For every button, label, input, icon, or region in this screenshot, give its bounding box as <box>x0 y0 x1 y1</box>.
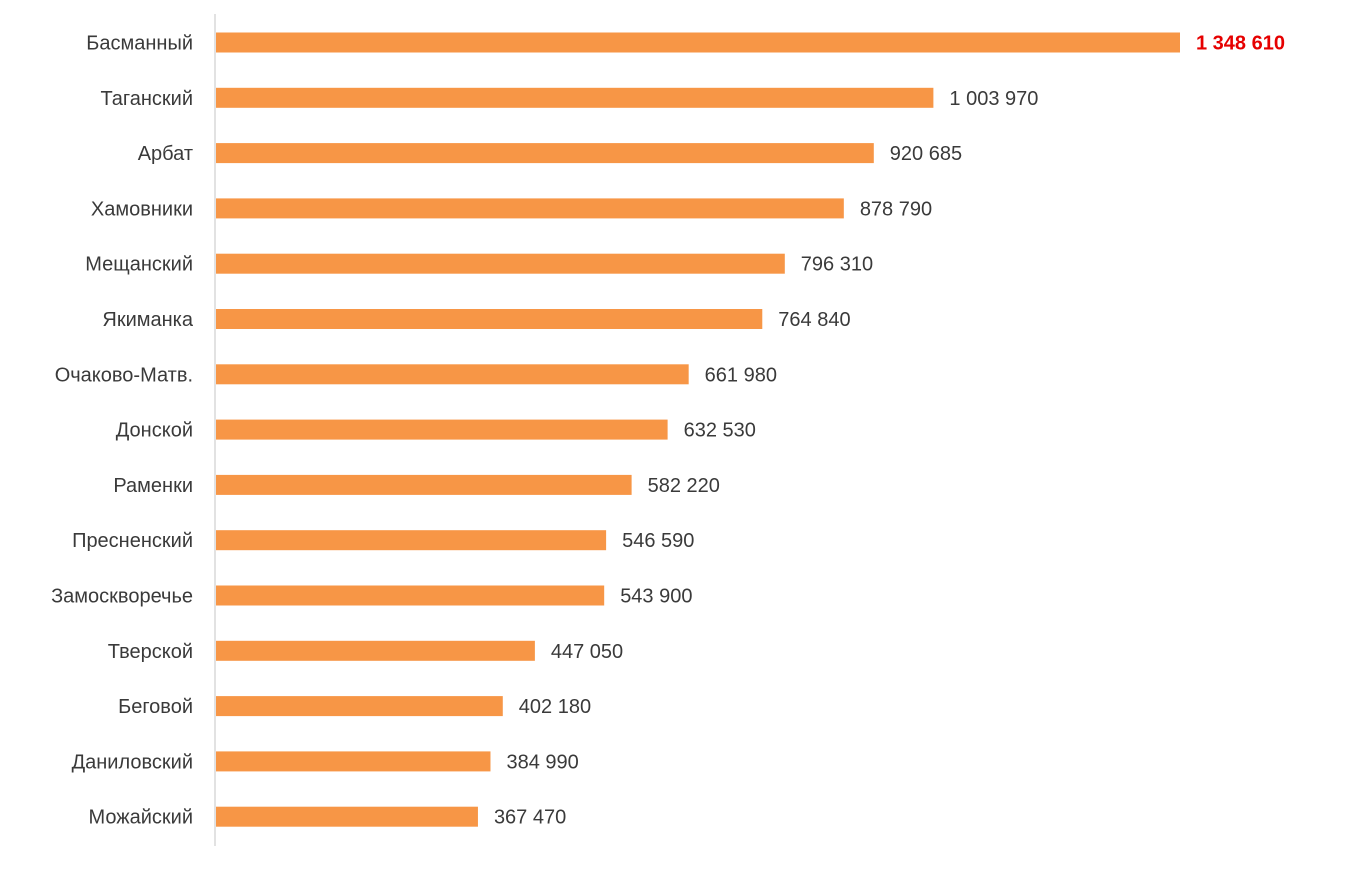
category-label: Хамовники <box>91 198 193 220</box>
bar <box>216 143 874 164</box>
value-label: 796 310 <box>801 254 873 276</box>
bar <box>216 253 785 274</box>
value-label: 632 530 <box>684 420 756 442</box>
category-label: Арбат <box>138 143 193 165</box>
value-labels-group: 1 348 610 1 003 970 920 685 878 790 796 310 7… <box>494 33 1285 829</box>
category-label: Даниловский <box>72 751 193 773</box>
category-label: Донской <box>116 420 193 442</box>
category-label: Можайский <box>88 807 193 829</box>
value-label: 878 790 <box>860 198 932 220</box>
bar <box>216 32 1180 53</box>
bar <box>216 696 503 717</box>
value-label: 764 840 <box>778 309 850 331</box>
bar <box>216 87 934 108</box>
value-label: 1 348 610 <box>1196 33 1285 55</box>
category-label: Таганский <box>100 88 193 110</box>
bar <box>216 419 668 440</box>
value-label: 920 685 <box>890 143 962 165</box>
category-label: Раменки <box>113 475 193 497</box>
bar <box>216 364 689 385</box>
value-label: 384 990 <box>506 751 578 773</box>
category-label: Пресненский <box>72 530 193 552</box>
category-label: Якиманка <box>102 309 193 331</box>
value-label: 661 980 <box>705 364 777 386</box>
category-label: Замоскворечье <box>51 586 193 608</box>
value-label: 402 180 <box>519 696 591 718</box>
value-label: 367 470 <box>494 807 566 829</box>
bar <box>216 474 632 495</box>
category-label: Тверской <box>108 641 193 663</box>
bar <box>216 751 491 772</box>
value-label: 582 220 <box>648 475 720 497</box>
bar <box>216 530 607 551</box>
value-label: 1 003 970 <box>949 88 1038 110</box>
value-label: 447 050 <box>551 641 623 663</box>
category-labels-group: Басманный Таганский Арбат Хамовники Мещански… <box>51 33 194 829</box>
bars-group <box>216 32 1180 827</box>
category-label: Очаково-Матв. <box>55 364 193 386</box>
value-label: 543 900 <box>620 586 692 608</box>
bar <box>216 640 535 661</box>
category-label: Мещанский <box>85 254 193 276</box>
bar <box>216 806 478 827</box>
category-label: Беговой <box>118 696 193 718</box>
bar <box>216 309 763 329</box>
bar <box>216 585 605 606</box>
value-label: 546 590 <box>622 530 694 552</box>
category-label: Басманный <box>86 33 193 55</box>
bar <box>216 198 844 219</box>
